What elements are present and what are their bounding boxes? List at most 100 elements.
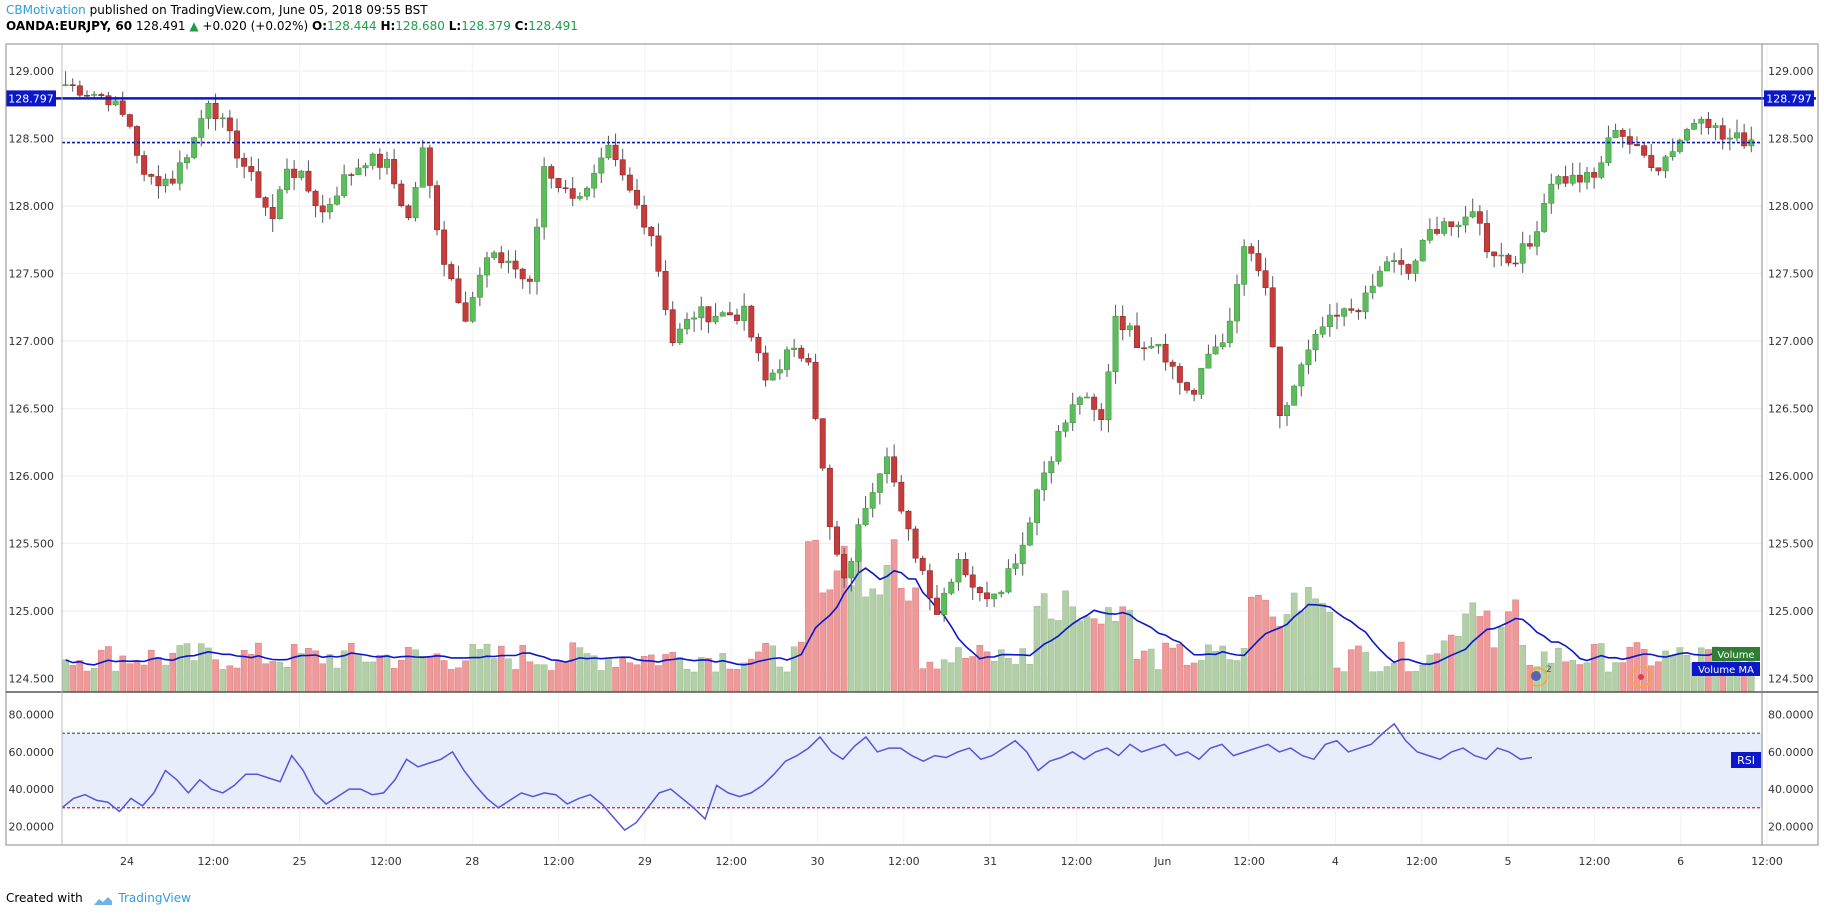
volume-bar [233, 667, 241, 693]
resistance-label-right: 128.797 [1766, 92, 1812, 105]
y-tick-label-left: 126.500 [9, 403, 55, 416]
volume-bar [105, 646, 112, 693]
candle-body [234, 130, 240, 159]
volume-bar [976, 645, 984, 693]
candle-body [855, 524, 862, 562]
y-tick-label-left: 125.500 [9, 538, 55, 551]
candle-body [1526, 243, 1533, 247]
rsi-tick-label-right: 40.0000 [1768, 783, 1814, 796]
volume-bar [605, 657, 612, 693]
candle-body [805, 358, 812, 363]
volume-bar [1612, 662, 1619, 693]
chart-canvas[interactable]: 128.797 128.797 Volume Volume MA 2 RSI 129.0… [0, 0, 1824, 890]
candle-body [734, 314, 740, 321]
y-tick-label-right: 127.500 [1768, 268, 1814, 281]
y-tick-label-right: 125.500 [1768, 538, 1814, 551]
x-tick-label: 24 [120, 855, 134, 868]
volume-bar [1212, 651, 1219, 693]
candle-body [1034, 489, 1040, 524]
volume-bar [98, 649, 105, 693]
volume-bar [283, 667, 291, 693]
candle-body [1548, 183, 1555, 204]
volume-bar [312, 650, 319, 693]
candle-body [1676, 139, 1683, 152]
candle-body [1248, 246, 1255, 254]
volume-bar [626, 662, 634, 693]
volume-bar [1140, 650, 1148, 693]
volume-bar [905, 600, 912, 693]
candle-body [869, 492, 876, 509]
candle-body [626, 174, 633, 191]
ohlc-line: OANDA:EURJPY, 60 128.491 ▲ +0.020 (+0.02… [6, 18, 1806, 34]
candle-body [362, 165, 369, 169]
candle-body [955, 559, 962, 583]
volume-bar [1298, 610, 1305, 693]
candle-body [198, 118, 205, 138]
volume-bar [1683, 654, 1691, 693]
candle-body [298, 170, 305, 178]
volume-bar [355, 653, 362, 693]
candle-body [276, 189, 283, 219]
candle-body [1512, 262, 1519, 265]
candle-body [912, 528, 919, 559]
volume-bar [1205, 644, 1212, 693]
chart-header: CBMotivation published on TradingView.co… [6, 2, 1806, 34]
y-tick-label-left: 128.000 [9, 200, 55, 213]
volume-bar [1262, 599, 1269, 693]
candle-body [162, 178, 169, 187]
candle-body [1276, 346, 1283, 416]
volume-bar [369, 661, 376, 693]
candle-body [576, 195, 583, 199]
rsi-pane: RSI [61, 722, 1762, 832]
open-value: 128.444 [327, 19, 377, 33]
volume-bar [1083, 616, 1091, 693]
x-tick-label: 12:00 [1751, 855, 1783, 868]
candle-body [355, 167, 362, 175]
candle-body [1091, 396, 1098, 410]
candle-body [1655, 167, 1662, 172]
candle-body [705, 306, 712, 323]
volume-bar [162, 664, 169, 693]
candle-body [1598, 162, 1605, 178]
rsi-tick-label-left: 20.0000 [9, 820, 55, 833]
candle-body [505, 260, 512, 264]
candle-body [176, 162, 183, 184]
author-link[interactable]: CBMotivation [6, 3, 86, 17]
volume-bar [1333, 667, 1341, 693]
volume-bar [419, 655, 426, 693]
volume-bar [83, 670, 91, 693]
last-price: 128.491 [135, 19, 186, 33]
candle-body [1176, 366, 1183, 383]
candle-body [1441, 221, 1448, 234]
candle-body [1155, 343, 1162, 347]
tradingview-link[interactable]: TradingView [118, 891, 191, 905]
outer-frame [5, 43, 1819, 846]
candle-body [1005, 568, 1012, 593]
volume-bar [890, 539, 898, 693]
volume-bar [426, 655, 434, 693]
candle-body [676, 328, 683, 343]
close-label: C: [514, 19, 529, 33]
volume-bar [1305, 587, 1312, 693]
candle-body [462, 302, 469, 322]
volume-bar [883, 564, 891, 693]
candle-body [91, 94, 98, 96]
candle-body [341, 174, 348, 197]
volume-bar [140, 664, 148, 693]
symbol-label[interactable]: OANDA:EURJPY, 60 [6, 19, 133, 33]
volume-bar [155, 657, 162, 693]
candle-body [1119, 316, 1126, 331]
candle-body [1198, 367, 1205, 395]
volume-bar [1319, 602, 1326, 693]
volume-bar [383, 654, 391, 693]
candle-body [1691, 122, 1698, 130]
tradingview-logo-icon[interactable] [93, 894, 113, 905]
volume-bar [1569, 660, 1576, 693]
candle-body [776, 369, 783, 374]
volume-bar [1598, 643, 1605, 693]
volume-bar [1519, 644, 1526, 693]
x-tick-label: 12:00 [197, 855, 229, 868]
volume-bar [176, 645, 184, 693]
candle-body [748, 305, 755, 338]
candle-body [848, 561, 855, 579]
